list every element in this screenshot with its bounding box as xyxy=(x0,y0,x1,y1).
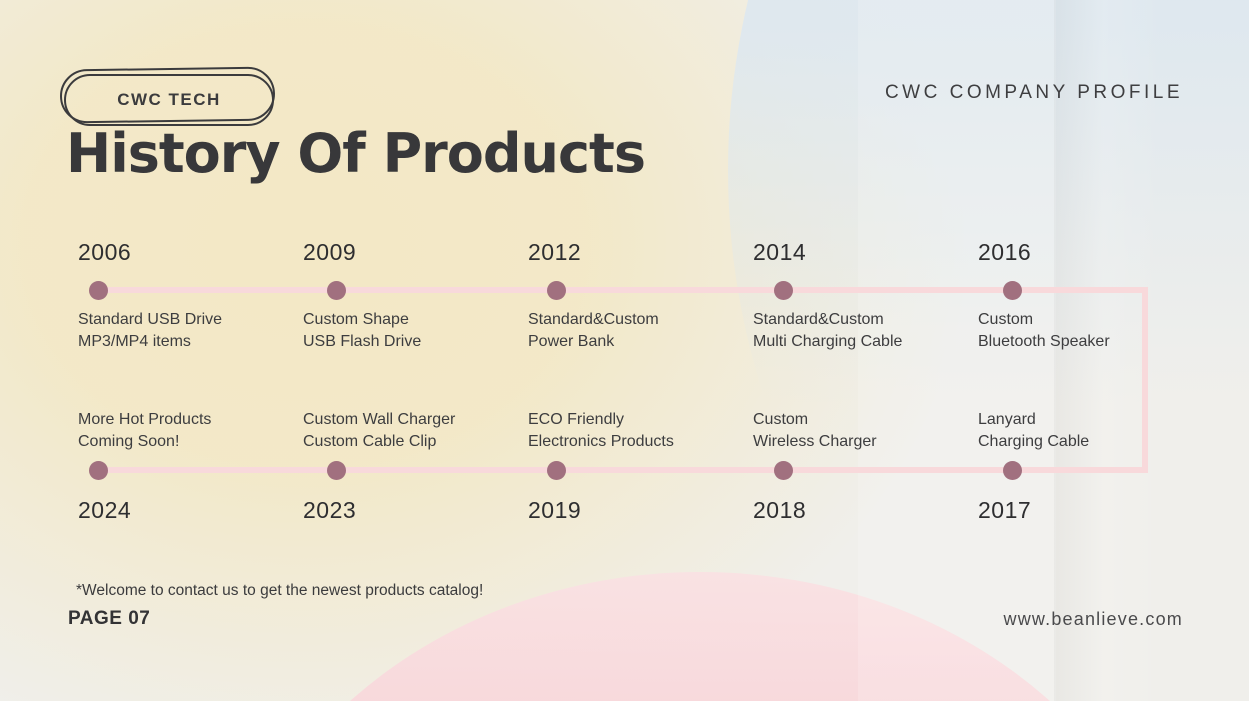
milestone-2023-line2: Custom Cable Clip xyxy=(303,433,437,450)
milestone-2018-line1: Custom xyxy=(753,411,809,428)
contact-footnote: *Welcome to contact us to get the newest… xyxy=(76,582,484,599)
company-profile-label: CWC COMPANY PROFILE xyxy=(884,82,1183,103)
milestone-2016: Custom Bluetooth Speaker xyxy=(978,309,1248,353)
year-2019: 2019 xyxy=(528,497,582,523)
timeline-years-top: 2006 2009 2012 2014 2016 xyxy=(78,239,1248,266)
milestone-2024-line1: More Hot Products xyxy=(78,411,212,428)
light-vertical-band xyxy=(858,0,1056,701)
timeline-dot-2024 xyxy=(89,461,108,480)
timeline-dot-2006 xyxy=(89,281,108,300)
milestone-2017-line1: Lanyard xyxy=(978,411,1036,428)
year-2012: 2012 xyxy=(528,239,582,265)
timeline-dot-2009 xyxy=(327,281,346,300)
year-2018: 2018 xyxy=(753,497,807,523)
milestone-2009-line1: Custom Shape xyxy=(303,311,409,328)
milestone-2023: Custom Wall Charger Custom Cable Clip xyxy=(303,409,528,453)
page-title: History Of Products xyxy=(66,122,646,185)
milestone-2016-line2: Bluetooth Speaker xyxy=(978,333,1110,350)
timeline-dot-2012 xyxy=(547,281,566,300)
timeline-line-bottom xyxy=(98,467,1148,473)
year-2023: 2023 xyxy=(303,497,357,523)
year-2024: 2024 xyxy=(78,497,132,523)
timeline-descriptions-bottom: More Hot Products Coming Soon! Custom Wa… xyxy=(78,409,1248,453)
milestone-2006-line2: MP3/MP4 items xyxy=(78,333,191,350)
page-number: PAGE 07 xyxy=(68,608,151,629)
brand-badge-label: CWC TECH xyxy=(117,90,221,109)
milestone-2014-line1: Standard&Custom xyxy=(753,311,884,328)
timeline-dot-2017 xyxy=(1003,461,1022,480)
timeline-dot-2023 xyxy=(327,461,346,480)
milestone-2016-line1: Custom xyxy=(978,311,1034,328)
milestone-2019-line1: ECO Friendly xyxy=(528,411,625,428)
timeline-dot-2019 xyxy=(547,461,566,480)
milestone-2018-line2: Wireless Charger xyxy=(753,433,877,450)
milestone-2017-line2: Charging Cable xyxy=(978,433,1090,450)
timeline-dot-2018 xyxy=(774,461,793,480)
year-2016: 2016 xyxy=(978,239,1032,265)
website-url: www.beanlieve.com xyxy=(1003,609,1183,629)
year-2014: 2014 xyxy=(753,239,807,265)
milestone-2017: Lanyard Charging Cable xyxy=(978,409,1248,453)
milestone-2006: Standard USB Drive MP3/MP4 items xyxy=(78,309,303,353)
milestone-2023-line1: Custom Wall Charger xyxy=(303,411,456,428)
timeline-line-top xyxy=(98,287,1148,293)
timeline-years-bottom: 2024 2023 2019 2018 2017 xyxy=(78,497,1248,524)
timeline-line-connector xyxy=(1142,287,1148,473)
milestone-2024-line2: Coming Soon! xyxy=(78,433,180,450)
milestone-2014: Standard&Custom Multi Charging Cable xyxy=(753,309,978,353)
year-2017: 2017 xyxy=(978,497,1032,523)
milestone-2014-line2: Multi Charging Cable xyxy=(753,333,903,350)
year-2006: 2006 xyxy=(78,239,132,265)
timeline-dot-2014 xyxy=(774,281,793,300)
milestone-2009: Custom Shape USB Flash Drive xyxy=(303,309,528,353)
brand-badge: CWC TECH xyxy=(64,74,274,126)
year-2009: 2009 xyxy=(303,239,357,265)
milestone-2012-line1: Standard&Custom xyxy=(528,311,659,328)
milestone-2024: More Hot Products Coming Soon! xyxy=(78,409,303,453)
milestone-2012-line2: Power Bank xyxy=(528,333,615,350)
milestone-2019: ECO Friendly Electronics Products xyxy=(528,409,753,453)
milestone-2012: Standard&Custom Power Bank xyxy=(528,309,753,353)
timeline-descriptions-top: Standard USB Drive MP3/MP4 items Custom … xyxy=(78,309,1248,353)
milestone-2006-line1: Standard USB Drive xyxy=(78,311,223,328)
timeline-dot-2016 xyxy=(1003,281,1022,300)
milestone-2019-line2: Electronics Products xyxy=(528,433,674,450)
milestone-2018: Custom Wireless Charger xyxy=(753,409,978,453)
milestone-2009-line2: USB Flash Drive xyxy=(303,333,422,350)
